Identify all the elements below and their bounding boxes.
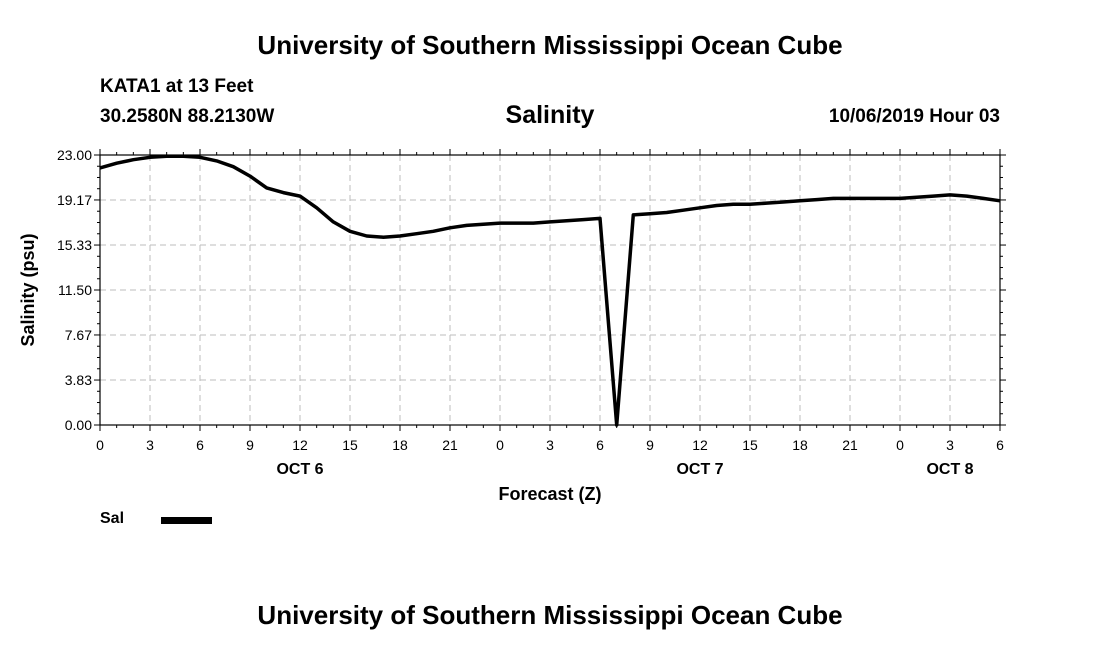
x-tick-label: 6 [996,437,1004,453]
y-tick-label: 11.50 [58,282,92,298]
footer-title: University of Southern Mississippi Ocean… [257,600,843,630]
axes: 0.00 3.83 7.67 11.50 15.33 19.17 23.00 0 3 6 9 12 15… [57,147,1006,478]
x-tick-label: 21 [842,437,858,453]
x-tick-label: 15 [342,437,358,453]
y-tick-label: 7.67 [65,327,92,343]
y-tick-label: 23.00 [57,147,92,163]
x-tick-label: 3 [146,437,154,453]
x-axis-label: Forecast (Z) [498,484,601,504]
y-tick-label: 19.17 [57,192,92,208]
x-tick-label: 12 [292,437,308,453]
y-tick-label: 15.33 [57,237,92,253]
chart-title: Salinity [505,101,595,129]
x-tick-label: 18 [792,437,808,453]
x-tick-label: 0 [96,437,104,453]
forecast-datetime: 10/06/2019 Hour 03 [828,106,1000,127]
x-tick-label: 6 [196,437,204,453]
station-label: KATA1 at 13 Feet [100,76,254,97]
plot-frame [99,154,1001,426]
x-tick-label: 18 [392,437,408,453]
x-tick-label: 9 [246,437,254,453]
x-tick-label: 15 [742,437,758,453]
x-tick-label: 3 [546,437,554,453]
date-label: OCT 8 [926,461,973,478]
series-line-sal [99,154,1001,427]
date-label: OCT 7 [676,461,723,478]
legend-label: Sal [100,510,125,527]
grid [100,155,1000,425]
station-coordinates: 30.2580N 88.2130W [100,106,275,127]
legend-swatch [161,517,212,524]
date-label: OCT 6 [276,461,323,478]
x-tick-label: 3 [946,437,954,453]
y-axis-label: Salinity (psu) [18,233,38,346]
y-tick-label: 0.00 [65,417,92,433]
x-tick-label: 21 [442,437,458,453]
x-tick-label: 12 [692,437,708,453]
x-tick-label: 0 [496,437,504,453]
x-tick-label: 0 [896,437,904,453]
page-title: University of Southern Mississippi Ocean… [257,30,843,60]
series-layer [99,154,1001,427]
x-tick-label: 9 [646,437,654,453]
y-tick-label: 3.83 [65,372,92,388]
x-tick-label: 6 [596,437,604,453]
